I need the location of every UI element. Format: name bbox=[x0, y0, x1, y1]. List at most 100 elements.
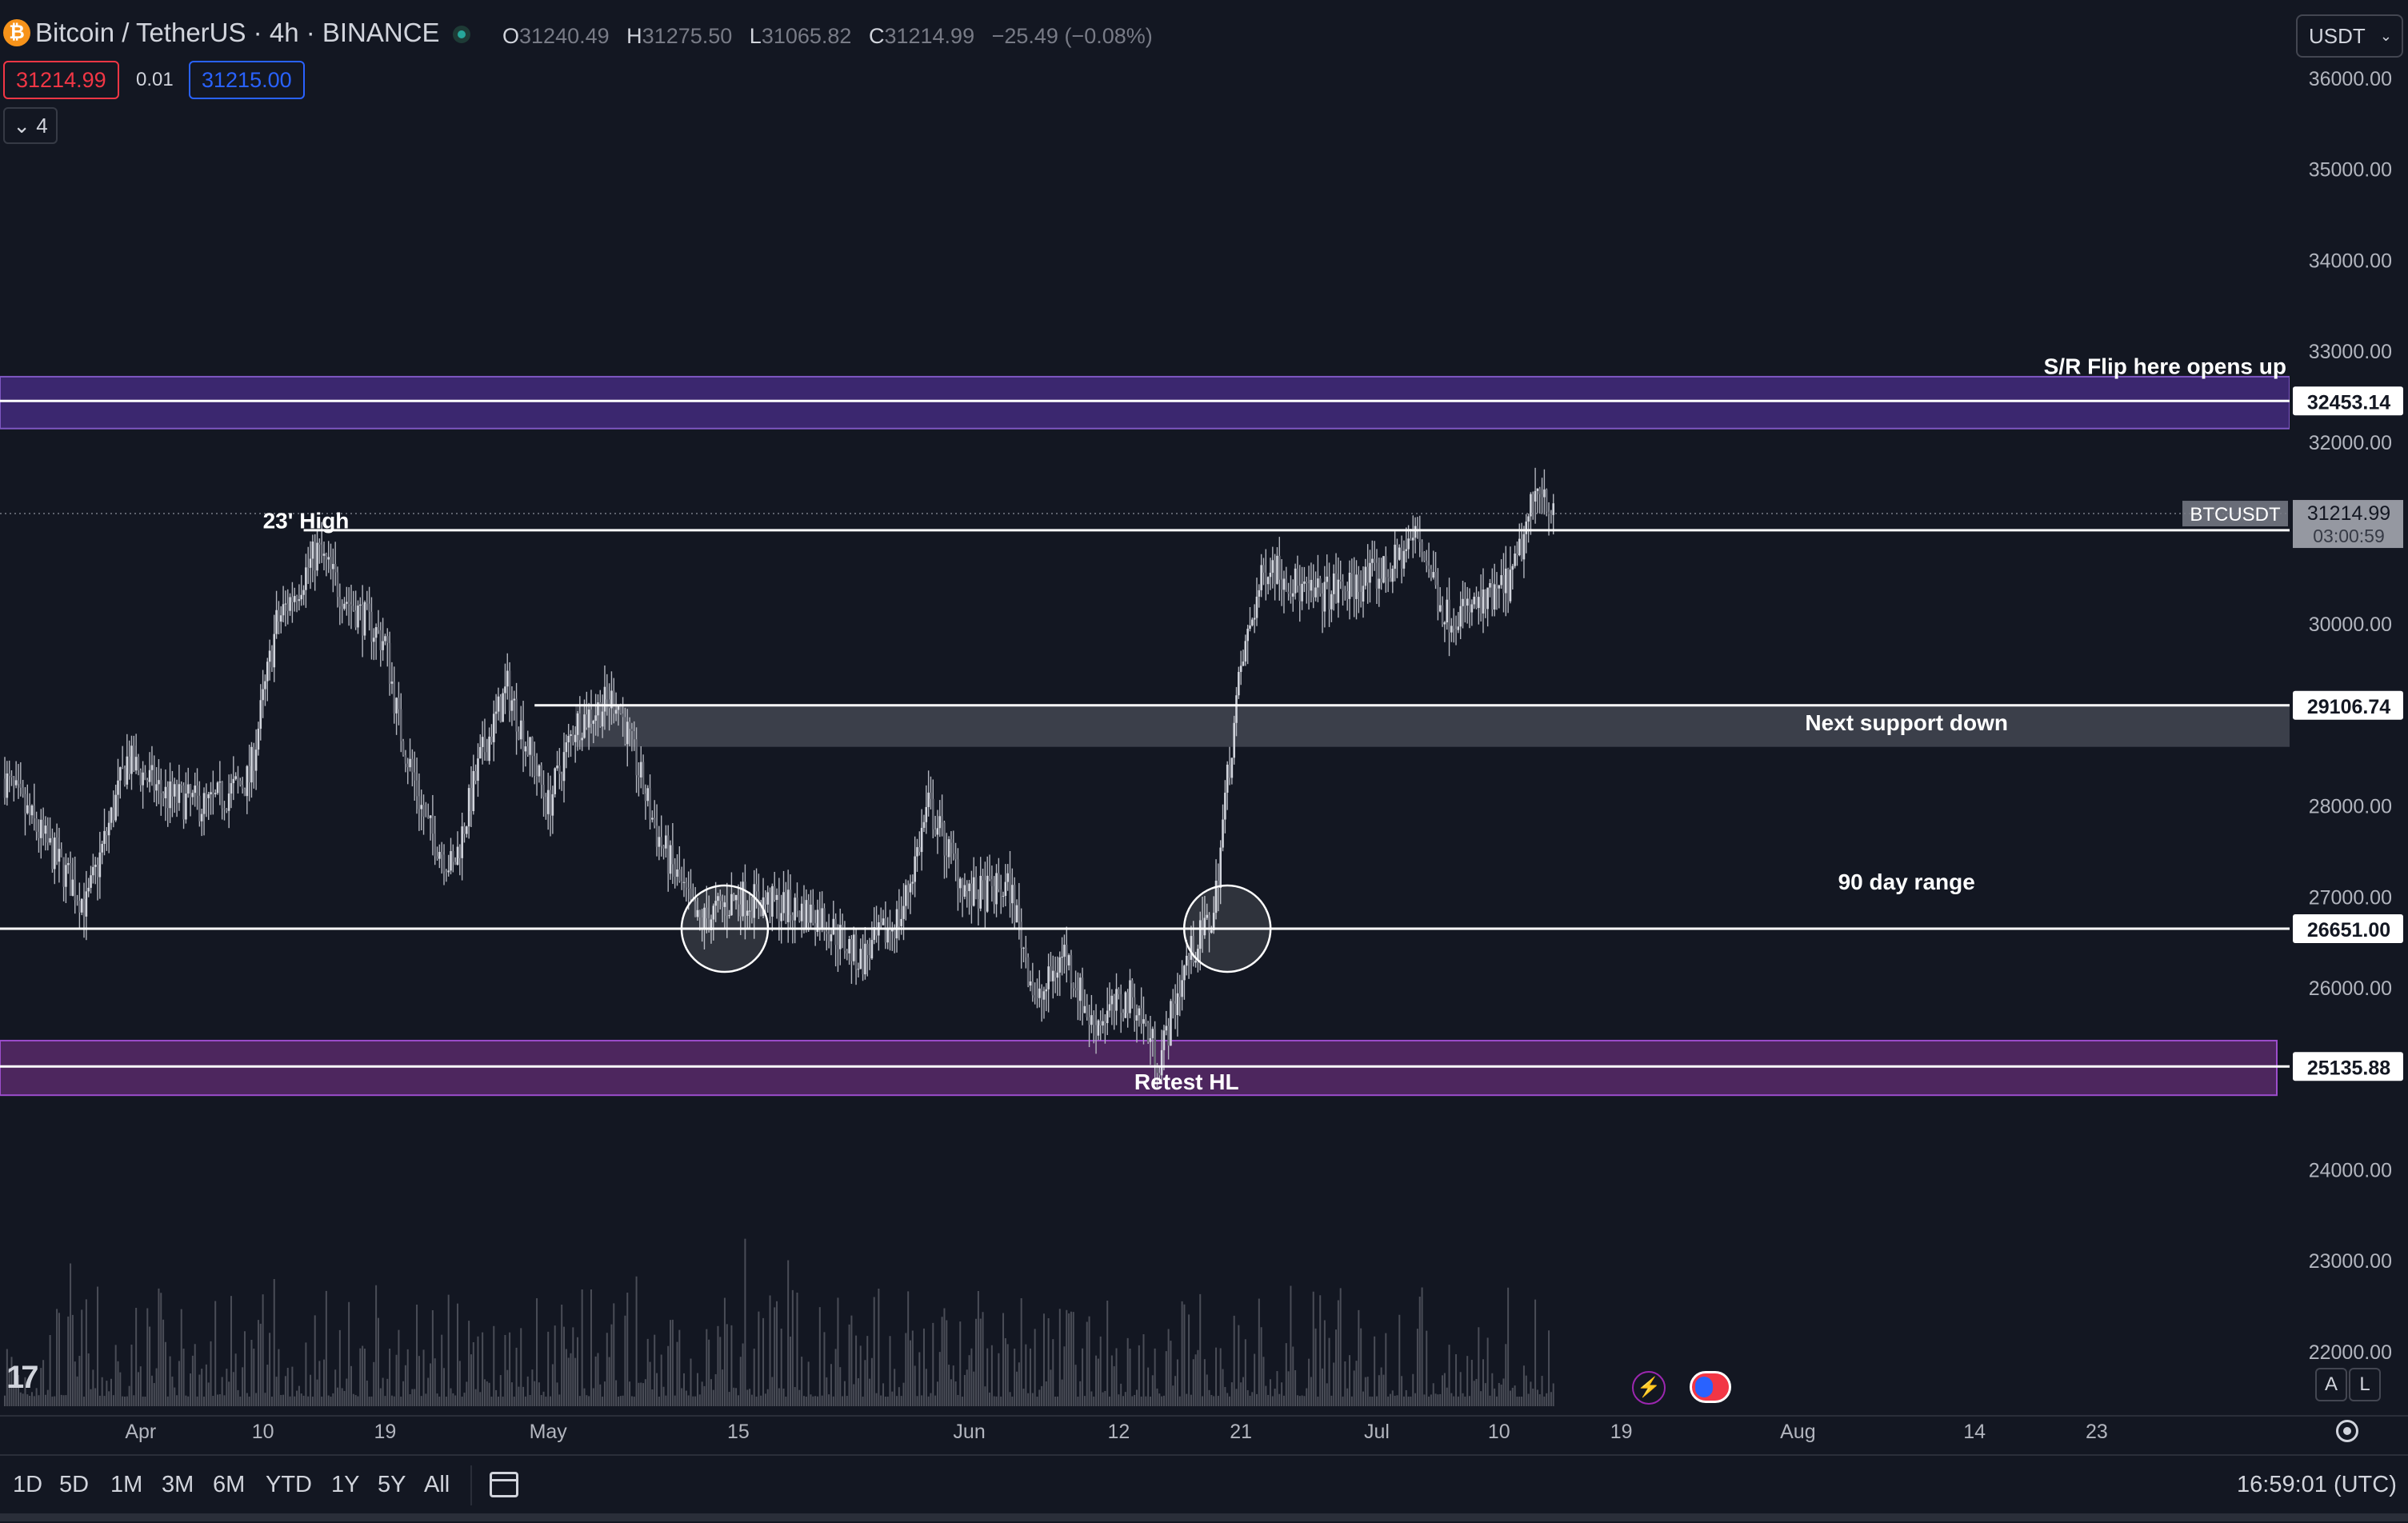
candle-body bbox=[458, 846, 462, 858]
candle-body bbox=[1162, 1030, 1166, 1050]
candle-body bbox=[622, 714, 624, 718]
candle-body bbox=[107, 822, 110, 836]
candle-body bbox=[1371, 558, 1374, 563]
calendar-icon[interactable] bbox=[490, 1472, 518, 1497]
candle-body bbox=[565, 742, 568, 753]
candle-body bbox=[214, 793, 217, 794]
candle-body bbox=[51, 837, 54, 869]
candle-body bbox=[1369, 562, 1371, 583]
utc-clock[interactable]: 16:59:01 (UTC) bbox=[2237, 1472, 2397, 1497]
candle-body bbox=[128, 756, 130, 774]
tradingview-logo-icon[interactable]: 17 bbox=[6, 1360, 38, 1395]
candle-body bbox=[823, 908, 826, 932]
candle-body bbox=[101, 843, 103, 853]
price-axis-tick: 34000.00 bbox=[2309, 250, 2392, 272]
candle-body bbox=[173, 784, 176, 797]
candle-body bbox=[879, 922, 882, 925]
candle-body bbox=[166, 786, 170, 809]
candle-body bbox=[169, 781, 171, 809]
timeframe-1d-button[interactable]: 1D bbox=[13, 1472, 43, 1497]
timeframe-1y-button[interactable]: 1Y bbox=[331, 1472, 360, 1497]
timeframe-5y-button[interactable]: 5Y bbox=[378, 1472, 406, 1497]
timeframe-all-button[interactable]: All bbox=[424, 1472, 450, 1497]
bar-countdown: 03:00:59 bbox=[2313, 526, 2385, 546]
candle-body bbox=[721, 901, 724, 907]
candle-body bbox=[538, 765, 541, 777]
symbol-title[interactable]: Bitcoin / TetherUS · 4h · BINANCE bbox=[35, 18, 440, 47]
candle-body bbox=[825, 931, 828, 934]
ohlc-low: 31065.82 bbox=[761, 24, 852, 48]
candle-body bbox=[1110, 995, 1114, 1005]
price-chart[interactable]: S/R Flip here opens up 23' High Next suppo… bbox=[0, 0, 2408, 1454]
candle-body bbox=[137, 757, 140, 770]
candle-body bbox=[1504, 568, 1507, 594]
candle-body bbox=[818, 909, 822, 929]
candle-body bbox=[628, 722, 631, 730]
ohlc-change: −25.49 (−0.08%) bbox=[991, 24, 1153, 48]
candle-body bbox=[1280, 579, 1283, 590]
candle-body bbox=[150, 765, 154, 770]
candle-body bbox=[402, 741, 405, 756]
candle-body bbox=[1310, 579, 1313, 591]
candle-body bbox=[1475, 596, 1478, 609]
symbol-tag bbox=[2182, 501, 2288, 527]
timeframe-1m-button[interactable]: 1M bbox=[110, 1472, 143, 1497]
candle-body bbox=[984, 880, 986, 912]
candle-body bbox=[608, 699, 610, 709]
candle-body bbox=[678, 869, 681, 881]
candle-body bbox=[930, 792, 932, 799]
candle-body bbox=[852, 934, 855, 961]
candle-body bbox=[98, 852, 102, 877]
candle-body bbox=[279, 615, 282, 622]
level-price-tag bbox=[2293, 913, 2403, 943]
candle-body bbox=[134, 757, 138, 771]
candle-body bbox=[1348, 572, 1351, 599]
us-flag-icon[interactable] bbox=[1690, 1371, 1731, 1403]
timeframe-3m-button[interactable]: 3M bbox=[162, 1472, 194, 1497]
candle-body bbox=[1389, 578, 1392, 582]
candle-body bbox=[1253, 618, 1256, 620]
indicators-toggle-button[interactable]: ⌄ 4 bbox=[3, 107, 58, 144]
candle-body bbox=[1269, 573, 1272, 578]
currency-select[interactable]: USDT ⌄ bbox=[2296, 14, 2403, 58]
candle-body bbox=[1498, 585, 1501, 589]
timeframe-5d-button[interactable]: 5D bbox=[59, 1472, 90, 1497]
candle-body bbox=[1067, 955, 1070, 965]
candle-body bbox=[1025, 947, 1027, 957]
candle-body bbox=[780, 913, 782, 921]
timeframe-6m-button[interactable]: 6M bbox=[213, 1472, 246, 1497]
candle-body bbox=[1156, 1065, 1158, 1073]
settings-gear-icon[interactable] bbox=[2336, 1420, 2358, 1442]
candle-body bbox=[1339, 579, 1342, 582]
candle-body bbox=[862, 949, 864, 975]
candle-body bbox=[1181, 980, 1183, 997]
candle-body bbox=[1206, 914, 1209, 918]
candle-body bbox=[153, 765, 156, 791]
candle-body bbox=[988, 875, 991, 880]
annotation-label: 23' High bbox=[263, 509, 350, 534]
candle-body bbox=[262, 689, 264, 701]
candle-body bbox=[420, 805, 423, 809]
candle-body bbox=[227, 793, 230, 811]
auto-scale-button[interactable]: A bbox=[2315, 1368, 2347, 1401]
candle-body bbox=[1178, 993, 1182, 997]
candle-body bbox=[1394, 544, 1396, 569]
candle-body bbox=[246, 765, 249, 797]
candle-body bbox=[413, 772, 416, 781]
candle-body bbox=[993, 885, 996, 905]
candle-body bbox=[1362, 586, 1365, 602]
timeframe-ytd-button[interactable]: YTD bbox=[266, 1472, 312, 1497]
candle-body bbox=[682, 881, 686, 883]
candle-body bbox=[434, 833, 436, 857]
buy-button[interactable]: 31215.00 bbox=[189, 61, 305, 99]
candle-body bbox=[1086, 1005, 1089, 1017]
candle-body bbox=[338, 597, 342, 607]
sell-button[interactable]: 31214.99 bbox=[3, 61, 119, 99]
candle-body bbox=[467, 788, 470, 827]
lightning-icon[interactable]: ⚡ bbox=[1632, 1371, 1666, 1405]
candle-body bbox=[1346, 591, 1349, 599]
market-status-icon[interactable] bbox=[453, 26, 470, 43]
log-scale-button[interactable]: L bbox=[2349, 1368, 2381, 1401]
candle-body bbox=[882, 918, 885, 925]
candle-body bbox=[982, 875, 984, 881]
